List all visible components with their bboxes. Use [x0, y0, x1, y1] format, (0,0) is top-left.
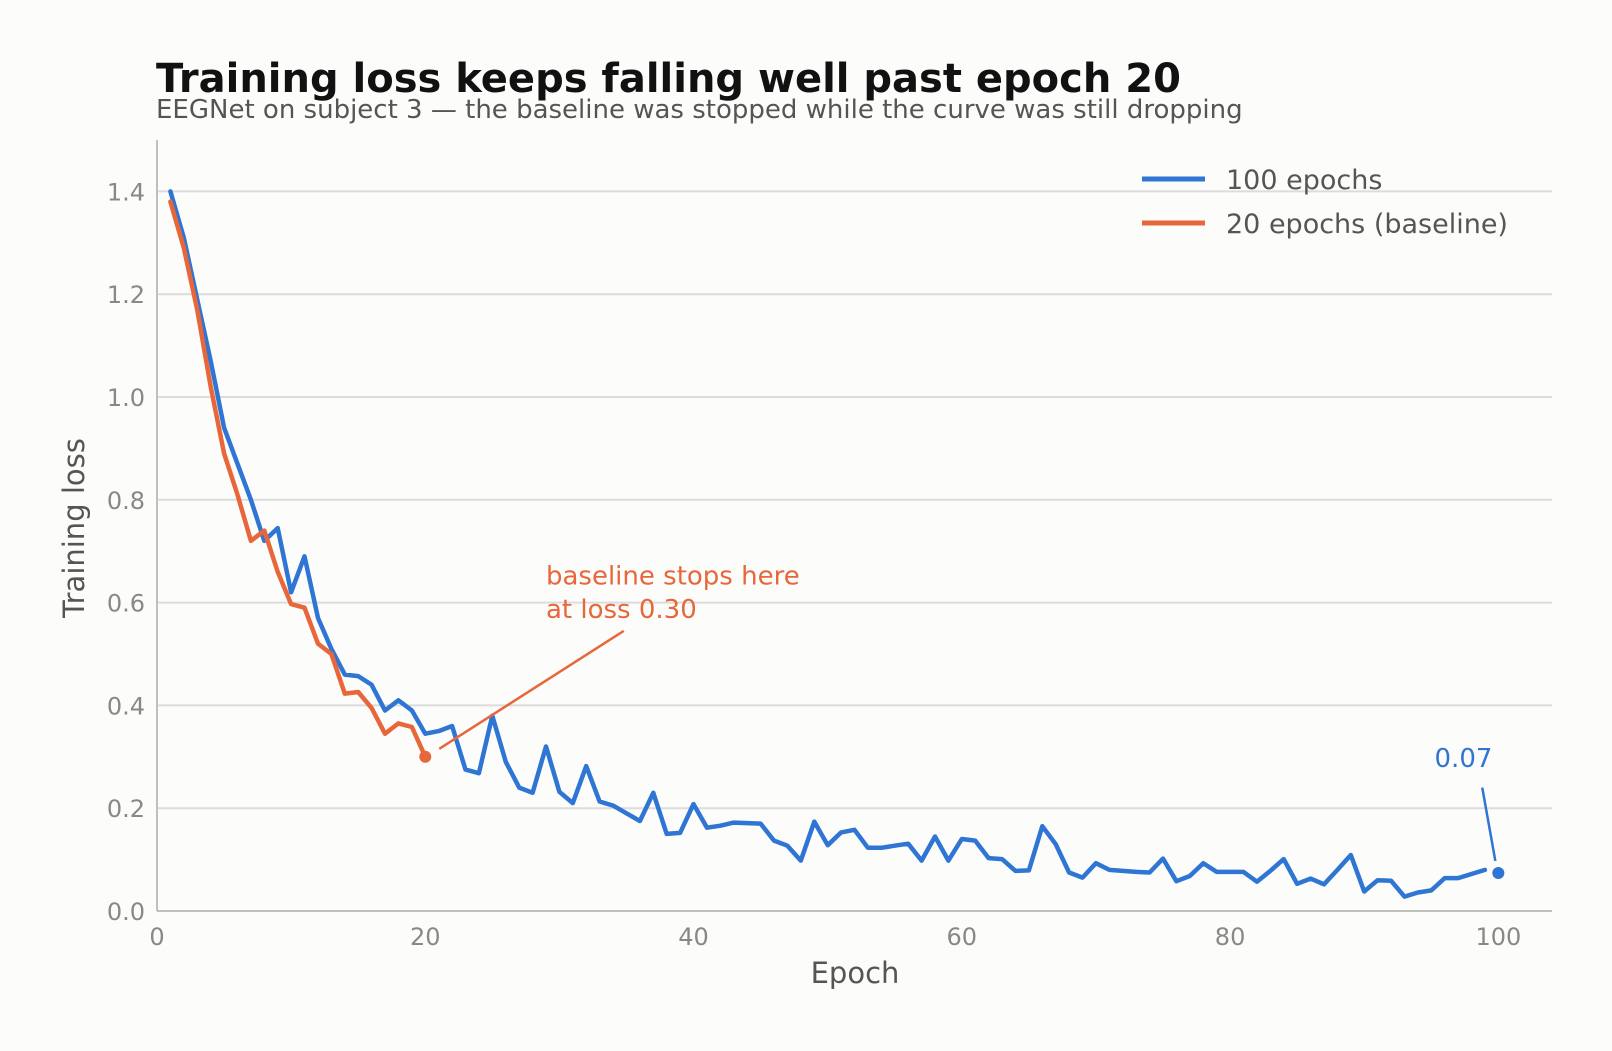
x-tick-label: 20 — [410, 923, 441, 951]
y-axis-label: Training loss — [57, 438, 91, 619]
y-tick-labels: 0.0 0.2 0.4 0.6 0.8 1.0 1.2 1.4 — [107, 178, 145, 926]
final-loss-marker — [1492, 866, 1505, 879]
series-line-baseline — [168, 199, 428, 760]
baseline-annotation-line1: baseline stops here — [546, 562, 800, 592]
gridlines — [157, 190, 1552, 810]
series-line-100-epochs — [168, 189, 1488, 899]
axes — [156, 140, 1552, 912]
y-tick-label: 1.0 — [107, 384, 145, 412]
y-tick-label: 1.2 — [107, 281, 145, 309]
x-tick-label: 40 — [678, 923, 709, 951]
y-tick-label: 0.0 — [107, 898, 145, 926]
baseline-annotation-line2: at loss 0.30 — [546, 595, 697, 625]
legend-label-baseline: 20 epochs (baseline) — [1226, 209, 1508, 240]
y-tick-label: 0.6 — [107, 590, 145, 618]
x-tick-label: 80 — [1215, 923, 1246, 951]
final-loss-label: 0.07 — [1435, 744, 1493, 774]
y-tick-label: 1.4 — [107, 178, 145, 206]
baseline-endpoint-marker — [419, 750, 432, 763]
x-tick-label: 60 — [947, 923, 978, 951]
y-tick-label: 0.2 — [107, 795, 145, 823]
final-loss-arrow — [1481, 787, 1497, 862]
legend: 100 epochs 20 epochs (baseline) — [1142, 165, 1508, 240]
chart-subtitle: EEGNet on subject 3 — the baseline was s… — [156, 95, 1243, 125]
baseline-annotation-arrow — [438, 629, 625, 750]
series — [168, 189, 1488, 899]
x-tick-labels: 0 20 40 60 80 100 — [149, 923, 1521, 951]
chart-title: Training loss keeps falling well past ep… — [156, 56, 1181, 102]
x-tick-label: 0 — [149, 923, 164, 951]
x-axis-label: Epoch — [811, 956, 900, 990]
y-tick-label: 0.8 — [107, 487, 145, 515]
legend-label-100-epochs: 100 epochs — [1226, 165, 1382, 196]
x-tick-label: 100 — [1475, 923, 1521, 951]
y-tick-label: 0.4 — [107, 692, 145, 720]
